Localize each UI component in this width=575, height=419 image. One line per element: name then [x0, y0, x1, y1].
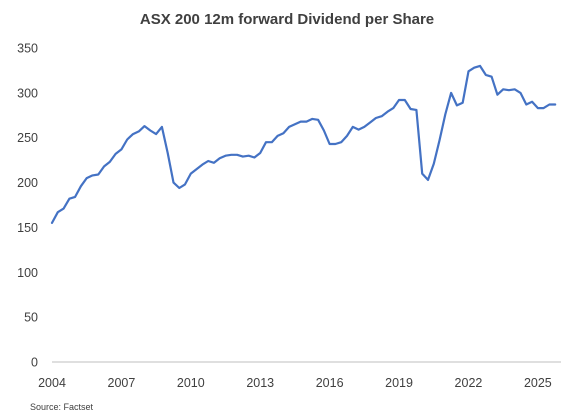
chart-title: ASX 200 12m forward Dividend per Share [140, 11, 434, 28]
x-tick-label: 2004 [38, 376, 66, 390]
y-tick-label: 0 [31, 356, 38, 370]
y-tick-label: 300 [17, 86, 38, 100]
x-tick-label: 2016 [316, 376, 344, 390]
x-tick-label: 2019 [385, 376, 413, 390]
y-axis-ticks: 0 50 100 150 200 250 300 350 [17, 42, 38, 370]
source-note: Source: Factset [30, 402, 94, 412]
y-tick-label: 200 [17, 176, 38, 190]
y-tick-label: 350 [17, 42, 38, 56]
y-tick-label: 100 [17, 266, 38, 280]
series-line-dps [50, 64, 557, 224]
x-tick-label: 2025 [524, 376, 552, 390]
y-tick-label: 250 [17, 131, 38, 145]
x-tick-label: 2013 [246, 376, 274, 390]
x-tick-label: 2010 [177, 376, 205, 390]
y-tick-label: 50 [24, 311, 38, 325]
x-axis-ticks: 2004 2007 2010 2013 2016 2019 2022 2025 [38, 376, 552, 390]
x-tick-label: 2022 [455, 376, 483, 390]
y-tick-label: 150 [17, 221, 38, 235]
x-tick-label: 2007 [108, 376, 136, 390]
